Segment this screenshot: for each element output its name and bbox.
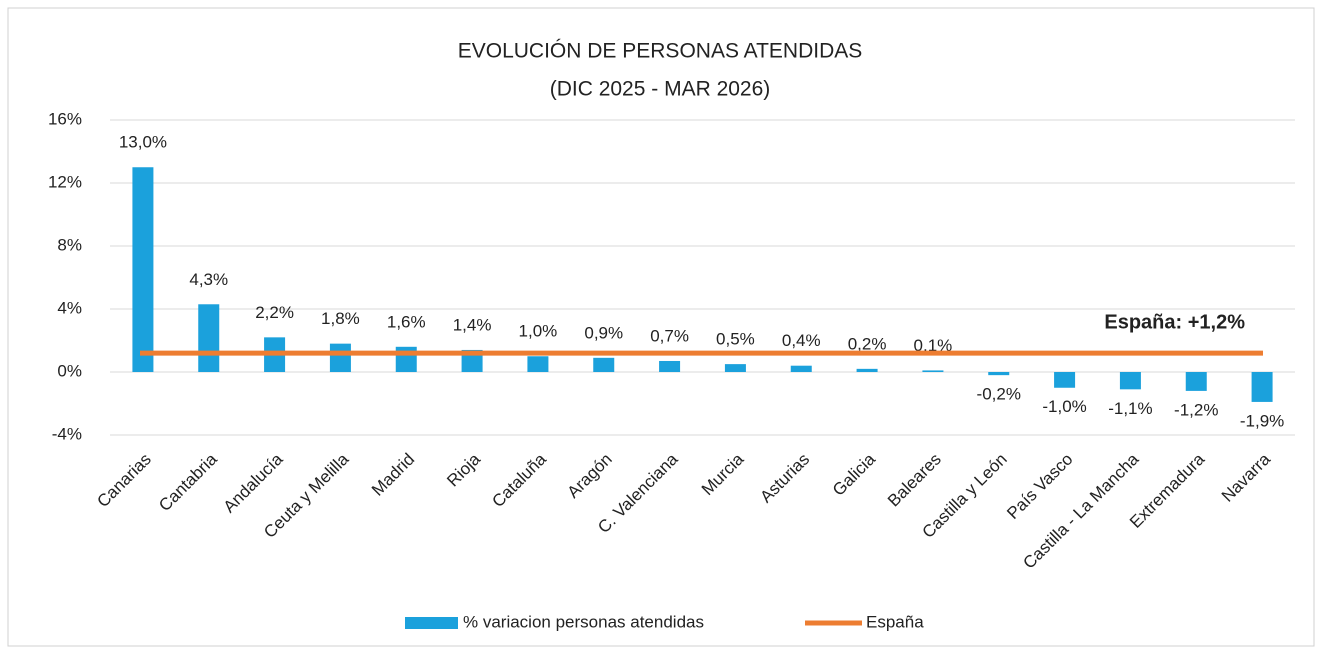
data-label: 0,7% <box>650 326 689 345</box>
bar <box>856 368 878 372</box>
data-label: -1,9% <box>1240 411 1284 430</box>
chart-frame <box>7 7 1315 647</box>
bar <box>395 346 417 372</box>
legend-label: España <box>866 612 924 631</box>
data-label: 1,6% <box>387 312 426 331</box>
bar <box>659 360 681 372</box>
bar <box>790 365 812 372</box>
bar <box>724 364 746 372</box>
y-tick-label: 8% <box>57 235 82 254</box>
data-label: -1,2% <box>1174 400 1218 419</box>
legend-swatch <box>405 617 458 629</box>
data-label: 0,2% <box>848 334 887 353</box>
data-label: 0,4% <box>782 331 821 350</box>
y-tick-label: 16% <box>48 109 82 128</box>
data-label: 1,0% <box>519 322 558 341</box>
y-tick-label: 4% <box>57 298 82 317</box>
data-label: -1,1% <box>1108 399 1152 418</box>
data-label: 13,0% <box>119 133 167 152</box>
y-tick-label: -4% <box>52 424 82 443</box>
data-label: 1,4% <box>453 315 492 334</box>
bar <box>1119 372 1141 390</box>
bar <box>1054 372 1076 388</box>
data-label: -0,2% <box>977 385 1021 404</box>
legend-label: % variacion personas atendidas <box>463 612 704 631</box>
bar <box>922 370 944 372</box>
y-tick-label: 0% <box>57 361 82 380</box>
bar <box>988 372 1010 376</box>
data-label: 2,2% <box>255 303 294 322</box>
chart-title: EVOLUCIÓN DE PERSONAS ATENDIDAS <box>458 40 863 63</box>
reference-label: España: +1,2% <box>1104 311 1245 333</box>
data-label: 1,8% <box>321 309 360 328</box>
bar <box>1185 372 1207 391</box>
data-label: -1,0% <box>1042 397 1086 416</box>
bar <box>1251 372 1273 402</box>
bar <box>132 167 154 372</box>
chart-subtitle: (DIC 2025 - MAR 2026) <box>550 78 771 101</box>
data-label: 4,3% <box>189 270 228 289</box>
y-tick-label: 12% <box>48 172 82 191</box>
data-label: 0,1% <box>914 336 953 355</box>
data-label: 0,5% <box>716 330 755 349</box>
bar <box>329 343 351 372</box>
bar <box>527 356 549 372</box>
bar <box>198 304 220 372</box>
bar <box>593 357 615 372</box>
data-label: 0,9% <box>584 323 623 342</box>
